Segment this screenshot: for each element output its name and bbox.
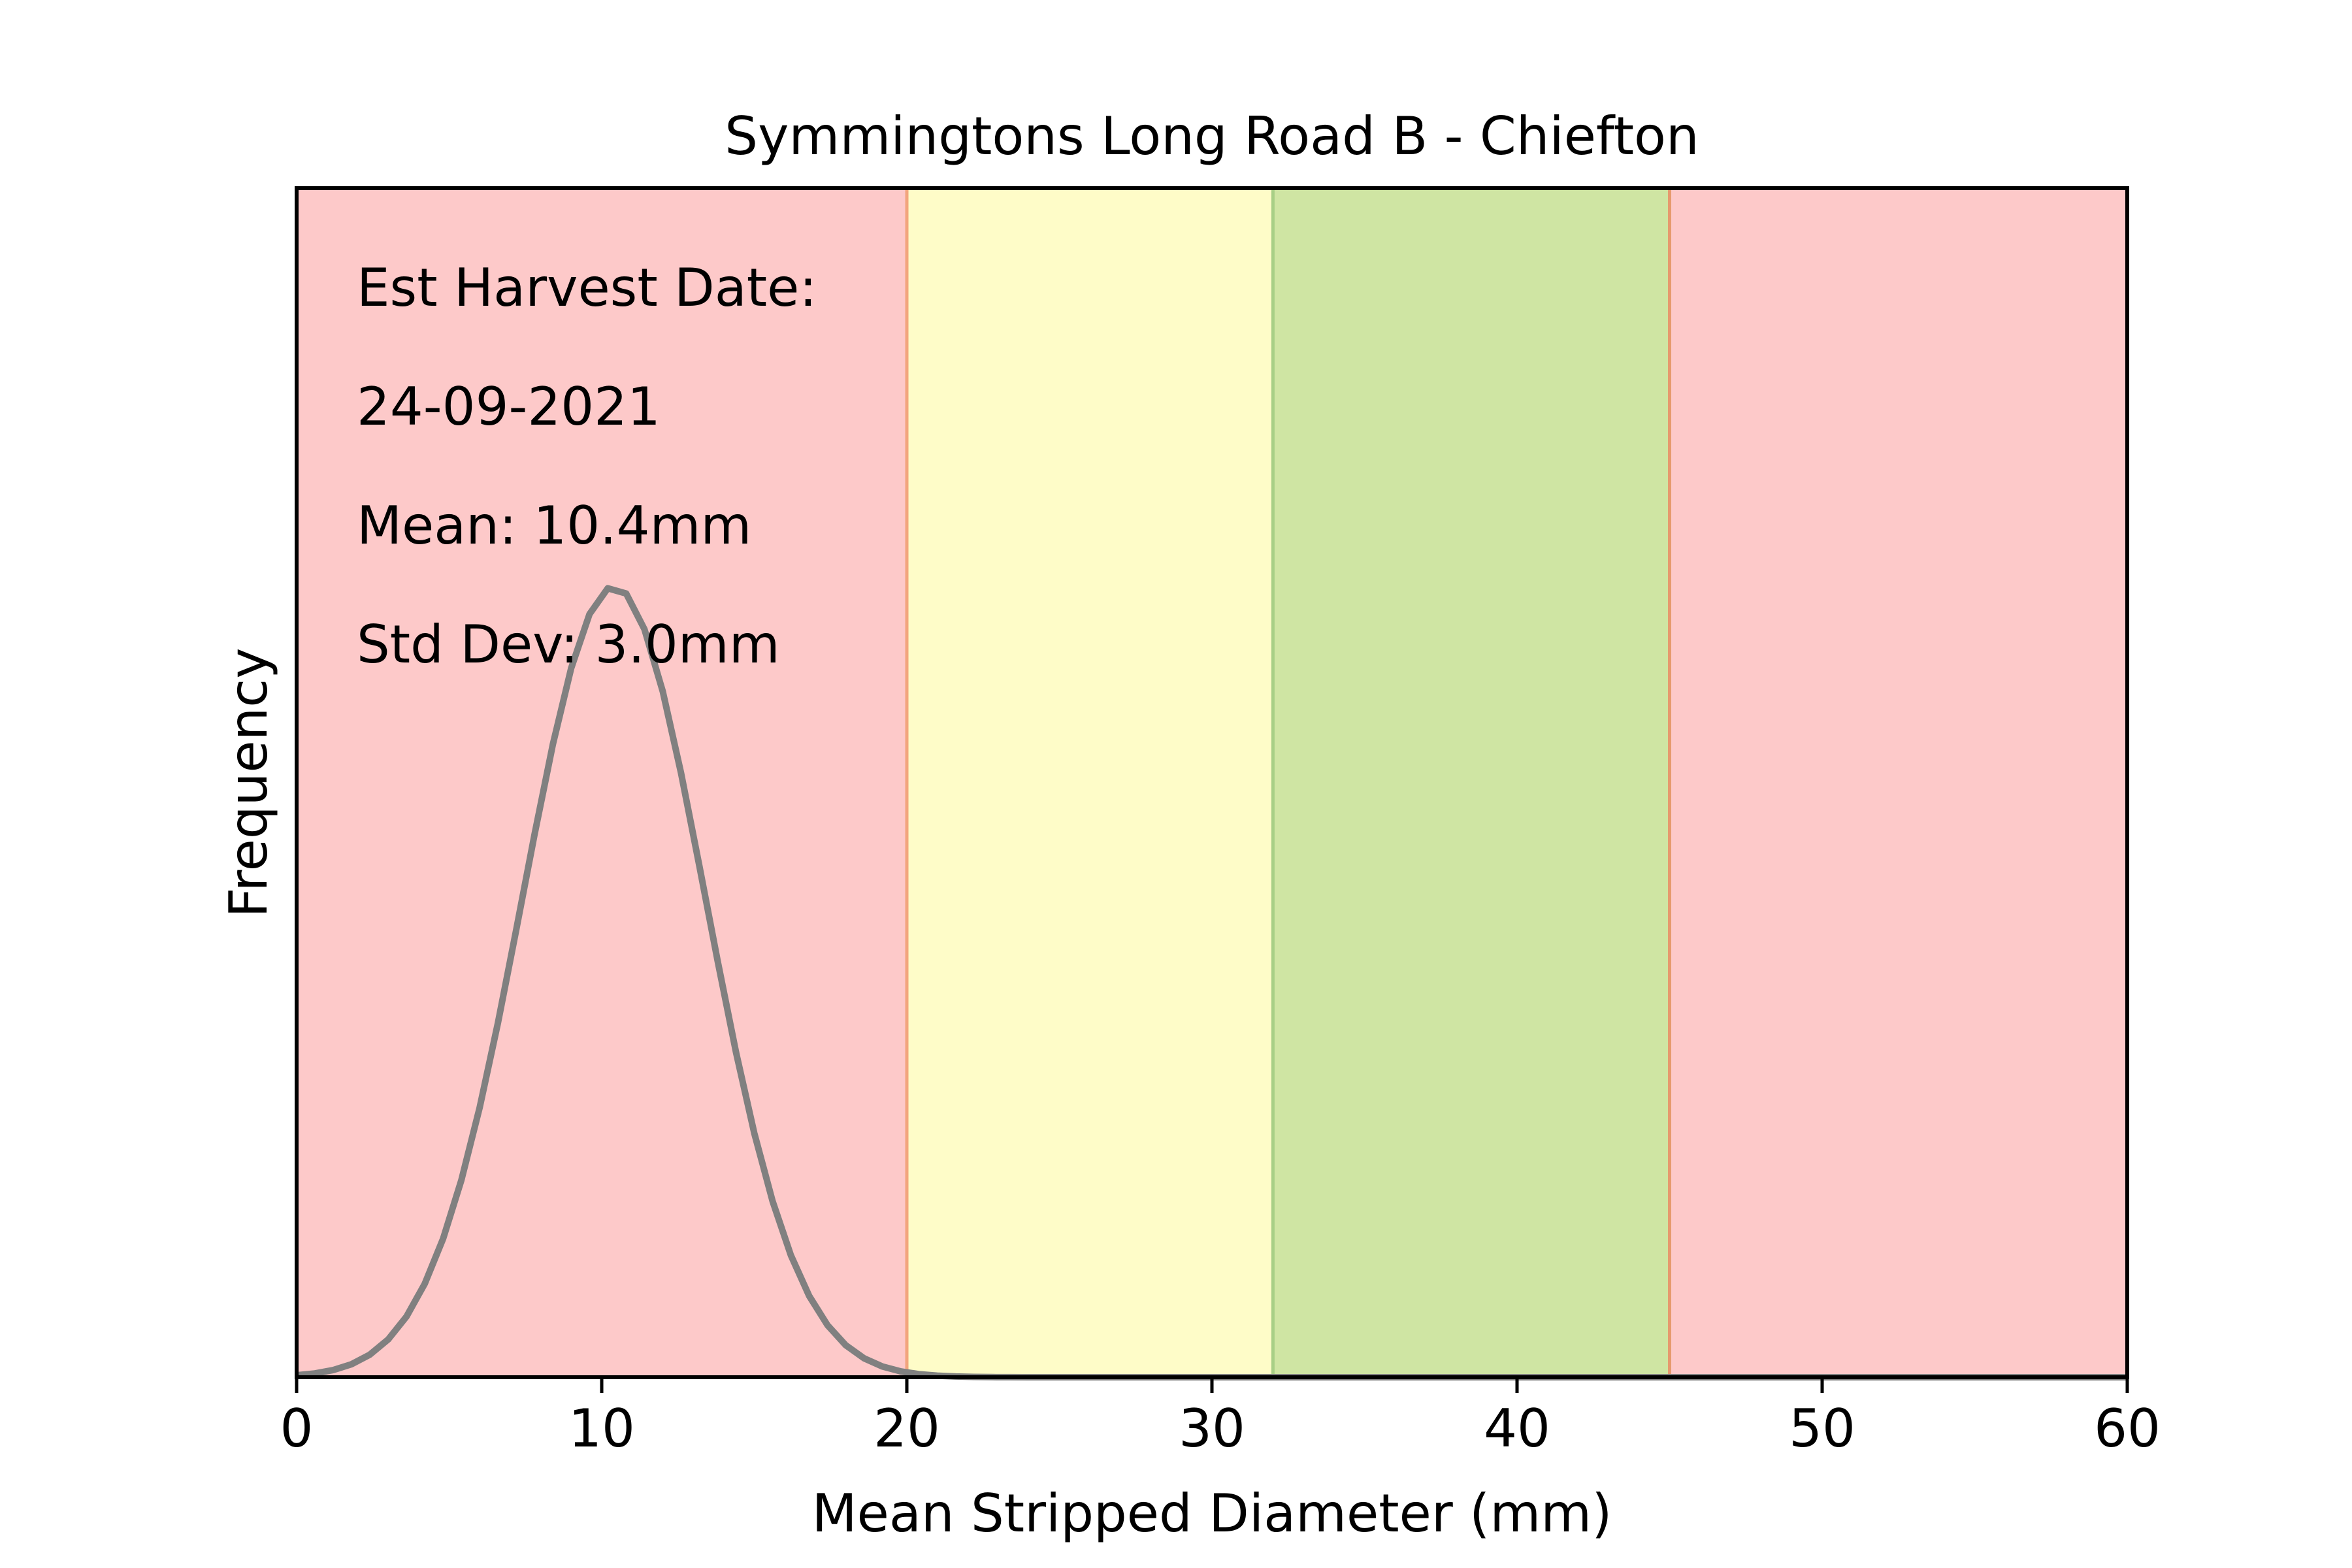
annotation-harvest-label: Est Harvest Date:	[357, 257, 817, 318]
y-axis-label: Frequency	[218, 647, 279, 917]
x-tick-label-2: 20	[874, 1398, 940, 1459]
background-bands	[297, 188, 2127, 1377]
band-edges	[905, 188, 1671, 1377]
band-3	[1669, 188, 2127, 1377]
annotation-harvest-date: 24-09-2021	[357, 376, 661, 437]
x-axis-ticks: 0 10 20 30 40 50 60	[280, 1377, 2161, 1459]
x-tick-label-6: 60	[2094, 1398, 2161, 1459]
x-tick-label-4: 40	[1484, 1398, 1550, 1459]
band-0	[297, 188, 907, 1377]
annotation-std-dev: Std Dev: 3.0mm	[357, 614, 780, 675]
band-2	[1273, 188, 1670, 1377]
x-tick-label-1: 10	[568, 1398, 635, 1459]
annotation-mean: Mean: 10.4mm	[357, 495, 751, 556]
x-tick-label-5: 50	[1789, 1398, 1855, 1459]
band-1	[907, 188, 1273, 1377]
x-axis-label: Mean Stripped Diameter (mm)	[812, 1483, 1612, 1544]
x-tick-label-3: 30	[1179, 1398, 1245, 1459]
chart-title: Symmingtons Long Road B - Chiefton	[725, 106, 1699, 167]
x-tick-label-0: 0	[280, 1398, 314, 1459]
